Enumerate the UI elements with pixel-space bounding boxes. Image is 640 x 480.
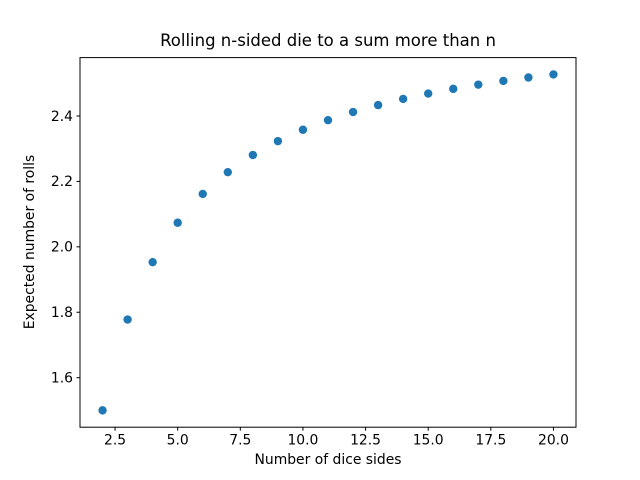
data-point (98, 406, 107, 415)
data-point (424, 89, 433, 98)
data-point (524, 73, 533, 82)
y-tick-label: 2.4 (51, 109, 73, 125)
data-point (398, 94, 408, 104)
x-tick-label: 5.0 (167, 433, 189, 449)
data-point (148, 257, 157, 267)
x-tick-label: 10.0 (287, 433, 318, 449)
data-point (248, 150, 258, 160)
y-tick-label: 2.2 (51, 174, 73, 190)
data-point (323, 115, 333, 125)
data-point (373, 100, 383, 110)
data-point (474, 80, 483, 89)
data-point (198, 189, 207, 199)
data-point (173, 218, 182, 227)
x-tick-label: 12.5 (350, 433, 381, 449)
data-point (298, 125, 308, 134)
data-point (499, 76, 508, 86)
chart-title: Rolling n-sided die to a sum more than n (160, 31, 496, 50)
data-point (223, 167, 232, 177)
x-tick-label: 15.0 (413, 433, 444, 449)
x-tick-label: 2.5 (104, 433, 126, 449)
axes-spines (79, 57, 577, 428)
x-tick-label: 17.5 (475, 433, 506, 449)
y-tick-label: 2.0 (51, 240, 73, 256)
data-point (123, 315, 132, 324)
y-tick-label: 1.8 (51, 305, 73, 321)
data-point (549, 70, 558, 79)
y-tick-label: 1.6 (51, 370, 73, 386)
data-point (348, 107, 358, 117)
x-tick-label: 7.5 (229, 433, 251, 449)
data-point (449, 84, 458, 94)
scatter-series (98, 70, 558, 415)
ticks-layer: 2.5 5.0 7.5 10.0 12.5 15.0 17.5 20.0 1.6 1.8 2.0 2.… (51, 109, 569, 449)
x-tick-label: 20.0 (538, 433, 569, 449)
data-point (273, 136, 283, 146)
x-axis-label: Number of dice sides (254, 452, 402, 468)
